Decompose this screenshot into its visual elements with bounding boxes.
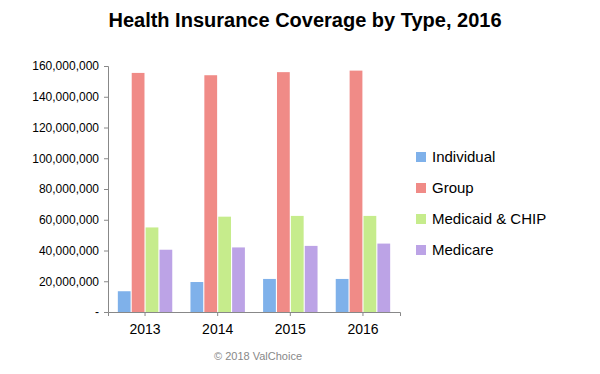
x-tick-mark xyxy=(362,312,363,316)
bar xyxy=(291,216,304,312)
bar xyxy=(263,279,276,312)
bar xyxy=(204,75,217,312)
x-tick: 2013 xyxy=(129,312,160,337)
bar xyxy=(218,217,231,312)
bar xyxy=(118,291,131,312)
x-tick: 2016 xyxy=(347,312,378,337)
bar xyxy=(132,73,145,312)
legend-label: Medicaid & CHIP xyxy=(432,210,546,227)
x-tick-label: 2014 xyxy=(202,321,233,337)
title: Health Insurance Coverage by Type, 2016 xyxy=(108,9,501,31)
bar xyxy=(336,279,349,312)
bar xyxy=(232,247,245,312)
y-tick-mark xyxy=(104,189,108,190)
bar xyxy=(350,71,363,312)
annotation: © 2018 ValChoice xyxy=(214,350,302,362)
y-tick-label: 40,000,000 xyxy=(39,244,99,258)
y-tick-mark xyxy=(104,220,108,221)
y-tick: 60,000,000 xyxy=(39,213,108,227)
bars xyxy=(118,71,390,312)
y-tick: 40,000,000 xyxy=(39,244,108,258)
bar xyxy=(146,227,159,312)
x-axis-line xyxy=(109,313,401,317)
legend: Individual Group Medicaid & CHIP Medicare xyxy=(416,148,546,258)
legend-swatch xyxy=(416,152,426,162)
y-axis: - 20,000,000 40,000,000 60,000,000 80,000,00… xyxy=(32,59,108,319)
y-tick: 140,000,000 xyxy=(32,90,108,104)
legend-swatch xyxy=(416,214,426,224)
y-tick-mark xyxy=(104,66,108,67)
y-tick-mark xyxy=(104,281,108,282)
bar xyxy=(305,246,318,312)
legend-swatch xyxy=(416,245,426,255)
y-tick-mark xyxy=(104,158,108,159)
y-tick: 120,000,000 xyxy=(32,121,108,135)
y-tick-label: 120,000,000 xyxy=(32,121,99,135)
y-tick-label: 160,000,000 xyxy=(32,59,99,73)
x-tick: 2014 xyxy=(202,312,233,337)
x-tick-mark xyxy=(290,312,291,316)
y-axis-line xyxy=(104,67,109,313)
x-tick-label: 2016 xyxy=(347,321,378,337)
y-tick-label: - xyxy=(95,305,99,319)
y-tick: 20,000,000 xyxy=(39,275,108,289)
y-tick-label: 60,000,000 xyxy=(39,213,99,227)
background xyxy=(0,0,600,374)
y-tick-label: 100,000,000 xyxy=(32,152,99,166)
y-tick-mark xyxy=(104,128,108,129)
x-axis: 2013 2014 2015 2016 xyxy=(109,312,401,337)
y-tick-mark xyxy=(104,312,108,313)
bar xyxy=(277,72,290,312)
x-tick-label: 2015 xyxy=(275,321,306,337)
x-tick: 2015 xyxy=(275,312,306,337)
y-tick: 160,000,000 xyxy=(32,59,108,73)
bar xyxy=(159,250,172,312)
y-tick: 80,000,000 xyxy=(39,182,108,196)
y-tick-mark xyxy=(104,97,108,98)
legend-swatch xyxy=(416,183,426,193)
y-tick: - xyxy=(95,305,108,319)
bar xyxy=(364,216,377,312)
bar xyxy=(190,282,203,312)
x-tick-mark xyxy=(217,312,218,316)
y-tick-label: 140,000,000 xyxy=(32,90,99,104)
legend-label: Group xyxy=(432,179,474,196)
x-tick-mark xyxy=(145,312,146,316)
bar xyxy=(377,244,390,312)
y-tick: 100,000,000 xyxy=(32,152,108,166)
y-tick-label: 20,000,000 xyxy=(39,275,99,289)
y-tick-label: 80,000,000 xyxy=(39,182,99,196)
legend-label: Individual xyxy=(432,148,495,165)
chart: Health Insurance Coverage by Type, 2016 -… xyxy=(0,0,600,374)
x-tick-label: 2013 xyxy=(129,321,160,337)
legend-label: Medicare xyxy=(432,241,494,258)
y-tick-mark xyxy=(104,251,108,252)
